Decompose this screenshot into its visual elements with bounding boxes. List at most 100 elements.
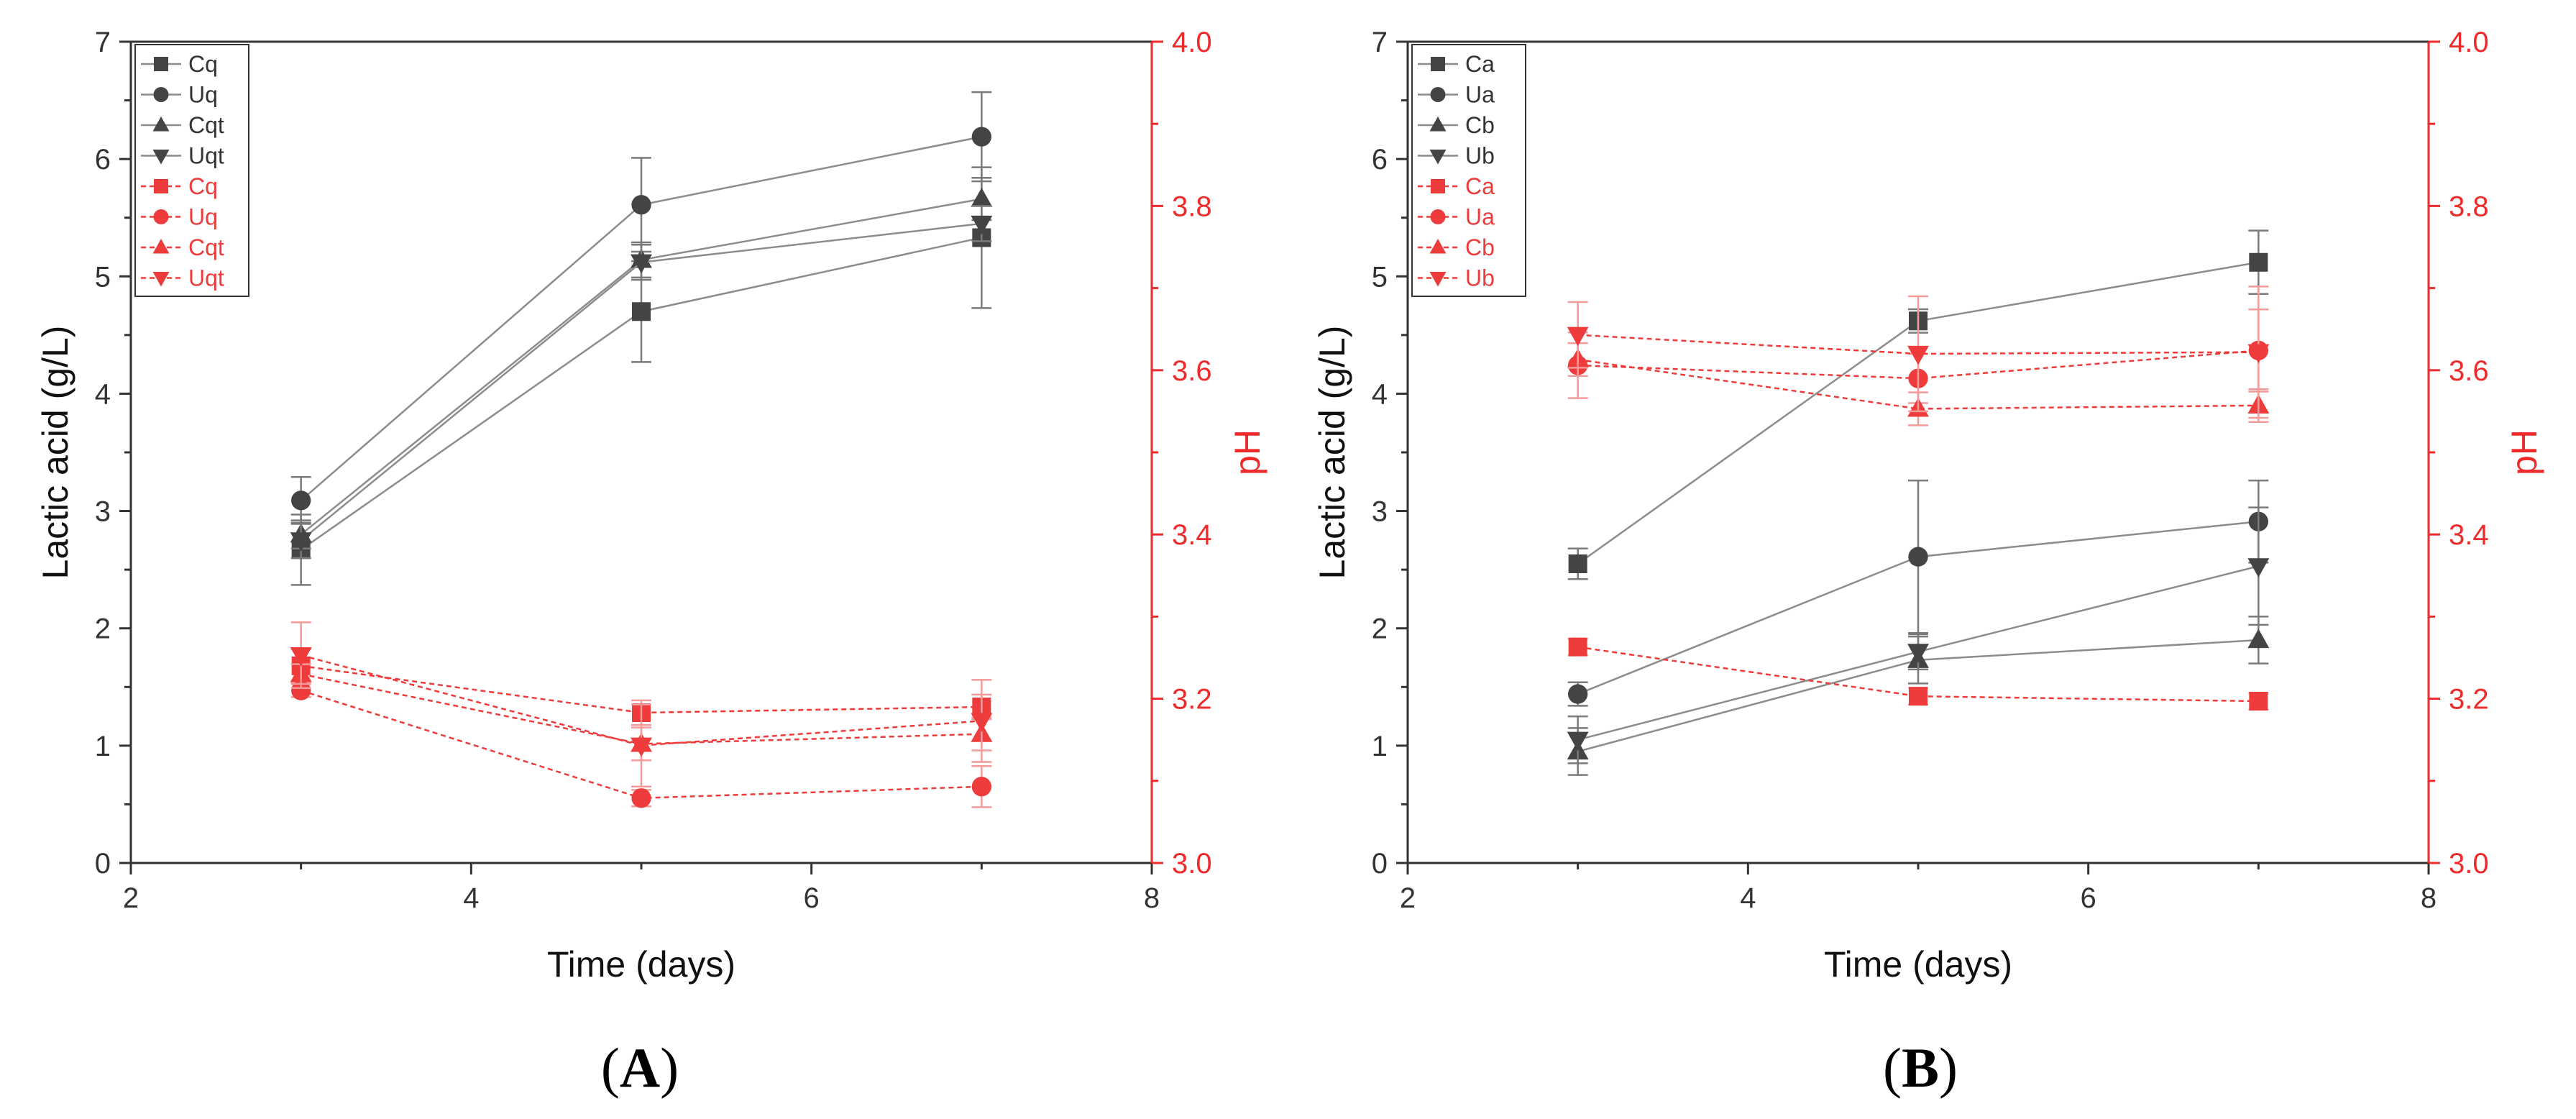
- y-left-tick-label: 0: [1372, 848, 1388, 880]
- data-point: [1908, 547, 1928, 567]
- data-point: [631, 788, 651, 808]
- y-left-tick-label: 6: [1372, 144, 1388, 175]
- y-left-tick-label: 1: [95, 731, 111, 762]
- data-point: [1567, 326, 1589, 347]
- legend-marker: [1429, 239, 1447, 254]
- x-axis-title: Time (days): [547, 944, 735, 985]
- legend-box: [1411, 44, 1526, 297]
- y-right-tick-label: 3.2: [2449, 684, 2489, 716]
- legend-label: Uqt: [188, 143, 224, 169]
- data-point: [631, 254, 652, 274]
- series-Uq-right: [290, 680, 992, 808]
- legend-marker: [1431, 179, 1445, 193]
- y-right-tick-label: 3.8: [2449, 191, 2489, 222]
- data-point: [632, 302, 651, 321]
- panel-label-open-paren: (: [1883, 1036, 1902, 1099]
- x-tick-label: 6: [804, 882, 820, 914]
- y-left-tick-label: 3: [1372, 496, 1388, 528]
- legend-label: Ub: [1465, 143, 1495, 169]
- panel-b: 2 4 6 8 0 1 2 3 4 5 6 7 3.0 3.2 3.4 3.6 3.8 4.0 Time (days…: [1277, 0, 2564, 1119]
- legend-label: Ca: [1465, 173, 1495, 199]
- legend-marker: [1429, 272, 1447, 287]
- panel-label-close-paren: ): [660, 1036, 679, 1099]
- legend-label: Cq: [188, 51, 218, 77]
- x-tick-label: 2: [1400, 882, 1416, 914]
- data-point: [971, 127, 991, 147]
- data-point: [1567, 731, 1589, 752]
- legend-label: Uq: [188, 82, 218, 108]
- chart-a: 2 4 6 8 0 1 2 3 4 5 6 7 3.0 3.2 3.4 3.6 3.8 4.0 Time (days…: [35, 27, 1268, 985]
- data-point: [2247, 344, 2270, 364]
- data-point: [631, 737, 652, 757]
- legend-marker: [152, 272, 170, 287]
- panel-label-text: B: [1901, 1036, 1940, 1099]
- legend-box: [134, 44, 249, 297]
- y-right-tick-label: 3.4: [1172, 519, 1212, 551]
- legend-label: Uqt: [188, 265, 224, 291]
- panel-label-a: (A): [568, 1036, 712, 1100]
- legend-label: Cq: [188, 173, 218, 199]
- y-left-tick-label: 7: [1372, 27, 1388, 58]
- panel-label-text: A: [619, 1036, 661, 1099]
- x-tick-label: 6: [2081, 882, 2096, 914]
- y-left-tick-label: 3: [95, 496, 111, 528]
- data-point: [971, 215, 993, 235]
- data-point: [2249, 692, 2268, 711]
- data-point: [971, 777, 991, 797]
- legend-label: Ca: [1465, 51, 1495, 77]
- series-Ua-left: [1567, 479, 2269, 707]
- legend-marker: [154, 57, 168, 71]
- x-tick-label: 4: [463, 882, 479, 914]
- series-line: [301, 654, 982, 746]
- data-point: [971, 713, 993, 733]
- data-point: [2247, 629, 2270, 649]
- data-point: [1568, 637, 1587, 657]
- series-line: [301, 664, 982, 714]
- legend-marker: [152, 239, 170, 254]
- data-point: [631, 195, 651, 215]
- x-tick-label: 8: [1144, 882, 1160, 914]
- legend-marker: [153, 209, 169, 224]
- x-tick-label: 8: [2421, 882, 2437, 914]
- y-left-tick-label: 5: [95, 261, 111, 293]
- y-left-tick-label: 6: [95, 144, 111, 175]
- y-right-tick-label: 3.0: [2449, 848, 2489, 880]
- legend-marker: [152, 117, 170, 132]
- legend-marker: [153, 87, 169, 102]
- y-left-tick-label: 5: [1372, 261, 1388, 293]
- legend-label: Ua: [1465, 204, 1495, 230]
- legend-label: Uq: [188, 204, 218, 230]
- data-point: [290, 532, 312, 552]
- y-right-axis-title: pH: [1227, 429, 1268, 475]
- legend-marker: [1431, 57, 1445, 71]
- data-point: [291, 680, 311, 700]
- legend-marker: [1430, 87, 1446, 102]
- series-line: [1577, 646, 2259, 703]
- panel-label-close-paren: ): [1939, 1036, 1958, 1099]
- x-tick-label: 2: [123, 882, 139, 914]
- legend-marker: [1429, 117, 1447, 132]
- legend-label: Cb: [1465, 234, 1495, 260]
- data-point: [971, 188, 993, 207]
- legend-marker: [1430, 209, 1446, 224]
- series-line: [1577, 358, 2259, 410]
- x-axis-title: Time (days): [1824, 944, 2012, 985]
- legend: Cq Uq Cqt Uqt Cq Uq Cqt Uqt: [134, 44, 249, 297]
- legend-label: Ub: [1465, 265, 1495, 291]
- y-left-tick-label: 0: [95, 848, 111, 880]
- series-Uqt-right: [290, 621, 993, 788]
- data-point: [2247, 558, 2270, 577]
- series-Uqt-left: [290, 205, 993, 560]
- data-point: [1568, 684, 1588, 704]
- y-left-tick-label: 4: [95, 378, 111, 410]
- y-left-tick-label: 7: [95, 27, 111, 58]
- y-left-tick-label: 4: [1372, 378, 1388, 410]
- data-point: [1568, 554, 1587, 573]
- legend-marker: [1429, 150, 1447, 165]
- data-point: [1907, 345, 1929, 365]
- y-left-tick-label: 1: [1372, 731, 1388, 762]
- panel-label-open-paren: (: [600, 1036, 620, 1099]
- y-right-tick-label: 3.4: [2449, 519, 2489, 551]
- legend-label: Cb: [1465, 112, 1495, 138]
- legend: Ca Ua Cb Ub Ca Ua Cb Ub: [1411, 44, 1526, 297]
